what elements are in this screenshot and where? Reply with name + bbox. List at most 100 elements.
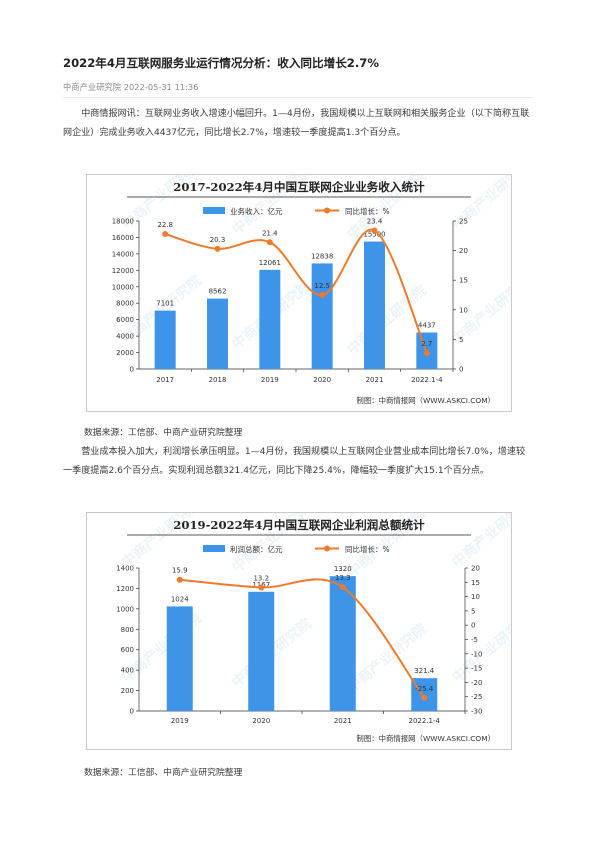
right-tick-label: -10	[471, 650, 482, 658]
bar-value-label: 1024	[171, 595, 189, 603]
growth-point	[214, 245, 221, 252]
left-tick-label: 14000	[112, 250, 134, 258]
legend-bar-label: 利润总额：亿元	[230, 544, 283, 554]
left-tick-label: 18000	[112, 218, 134, 226]
paragraph-profit: 营业成本投入加大，利润增长承压明显。1—4月份，我国规模以上互联网企业营业成本同…	[63, 447, 526, 476]
bar	[329, 576, 356, 711]
left-tick-label: 0	[130, 366, 134, 374]
watermark-text: 中商产业研究院	[449, 513, 511, 571]
growth-point	[319, 292, 326, 298]
left-tick-label: 10000	[112, 283, 134, 291]
x-tick-label: 2022.1-4	[409, 717, 441, 725]
right-tick-label: 15	[471, 579, 480, 587]
legend-line-marker	[324, 207, 330, 214]
right-tick-label: 20	[459, 247, 468, 255]
right-tick-label: 0	[459, 366, 463, 374]
left-tick-label: 2000	[116, 349, 134, 357]
chart-profit: 中商产业研究院 中商产业研究院 中商产业研究院 中商产业研究院 中商产业研究院 中商产业研…	[86, 512, 512, 750]
bar-value-label: 15500	[363, 231, 385, 239]
legend-line-label: 同比增长：%	[345, 544, 390, 554]
data-source-2: 数据来源：工信部、中商产业研究院整理	[84, 768, 243, 778]
article-meta: 中商产业研究院 2022-05-31 11:36	[63, 82, 199, 92]
legend-bar-label: 业务收入：亿元	[230, 206, 283, 216]
growth-point	[162, 231, 169, 238]
growth-value-label: 13.3	[335, 574, 351, 582]
legend-line-marker	[324, 545, 330, 552]
chart-credit: 制图：中商情报网（WWW.ASKCI.COM）	[356, 396, 495, 405]
growth-value-label: 23.4	[367, 217, 383, 225]
bar	[154, 310, 176, 369]
left-tick-label: 1000	[116, 605, 134, 613]
watermark-text: 中商产业研究院	[449, 175, 511, 233]
x-tick-label: 2019	[261, 376, 279, 384]
x-tick-label: 2018	[209, 376, 227, 384]
x-tick-label: 2017	[156, 376, 174, 384]
chart-revenue: 中商产业研究院 中商产业研究院 中商产业研究院 中商产业研究院 中商产业研究院 中商产业研…	[86, 174, 512, 412]
bar	[311, 263, 333, 369]
right-tick-label: 20	[471, 565, 480, 573]
bar	[259, 269, 281, 369]
growth-line	[179, 578, 426, 699]
left-tick-label: 1400	[116, 565, 134, 573]
right-tick-label: 5	[471, 607, 475, 615]
right-tick-label: 0	[471, 622, 475, 630]
right-tick-label: -30	[471, 708, 482, 716]
growth-value-label: 12.5	[314, 282, 330, 290]
x-tick-label: 2021	[366, 376, 384, 384]
right-tick-label: -15	[471, 665, 482, 673]
x-tick-label: 2022.1-4	[411, 376, 443, 384]
growth-point	[266, 239, 273, 246]
left-tick-label: 4000	[116, 333, 134, 341]
growth-value-label: 13.2	[253, 574, 269, 582]
divider	[63, 97, 533, 98]
right-tick-label: -5	[471, 636, 478, 644]
x-tick-label: 2020	[252, 717, 270, 725]
left-tick-label: 600	[121, 646, 134, 654]
left-tick-label: 400	[121, 667, 134, 675]
left-tick-label: 8000	[116, 300, 134, 308]
bar	[207, 298, 228, 369]
x-tick-label: 2019	[171, 717, 189, 725]
bar-value-label: 1320	[334, 565, 352, 573]
watermark-text: 中商产业研究院	[449, 610, 511, 686]
growth-point	[258, 584, 265, 591]
right-tick-label: 15	[459, 277, 468, 285]
growth-value-label: 20.3	[210, 236, 226, 244]
left-tick-label: 200	[121, 687, 134, 695]
bar	[166, 606, 193, 711]
growth-point	[176, 576, 183, 583]
bar-value-label: 12061	[259, 259, 281, 267]
growth-point	[423, 350, 430, 357]
watermark-text: 中商产业研究院	[449, 272, 511, 348]
paragraph-revenue: 中商情报网讯：互联网业务收入增速小幅回升。1—4月份，我国规模以上互联网和相关服…	[63, 109, 530, 138]
right-tick-label: 25	[459, 218, 468, 226]
right-tick-label: 5	[459, 336, 463, 344]
left-tick-label: 12000	[112, 267, 134, 275]
right-tick-label: -25	[471, 693, 482, 701]
x-tick-label: 2020	[313, 376, 331, 384]
bar-value-label: 4437	[418, 322, 436, 330]
left-tick-label: 800	[121, 626, 134, 634]
left-tick-label: 0	[130, 708, 134, 716]
left-tick-label: 16000	[112, 234, 134, 242]
bar-value-label: 12838	[311, 252, 333, 260]
growth-point	[371, 227, 378, 234]
chart-credit: 制图：中商情报网（WWW.ASKCI.COM）	[356, 734, 495, 743]
legend-bar-swatch	[203, 545, 225, 552]
article-title: 2022年4月互联网服务业运行情况分析：收入同比增长2.7%	[63, 56, 379, 70]
bar-value-label: 321.4	[414, 667, 435, 675]
right-tick-label: 10	[459, 306, 468, 314]
legend-line-label: 同比增长：%	[345, 206, 390, 216]
growth-point	[339, 584, 346, 591]
left-tick-label: 1200	[116, 585, 134, 593]
growth-value-label: 21.4	[262, 229, 278, 237]
left-tick-label: 6000	[116, 316, 134, 324]
growth-value-label: 15.9	[172, 567, 188, 575]
bar-value-label: 7101	[156, 300, 174, 308]
x-tick-label: 2021	[334, 717, 352, 725]
chart-title: 2017-2022年4月中国互联网企业业务收入统计	[173, 180, 425, 194]
growth-value-label: 22.8	[157, 221, 173, 229]
